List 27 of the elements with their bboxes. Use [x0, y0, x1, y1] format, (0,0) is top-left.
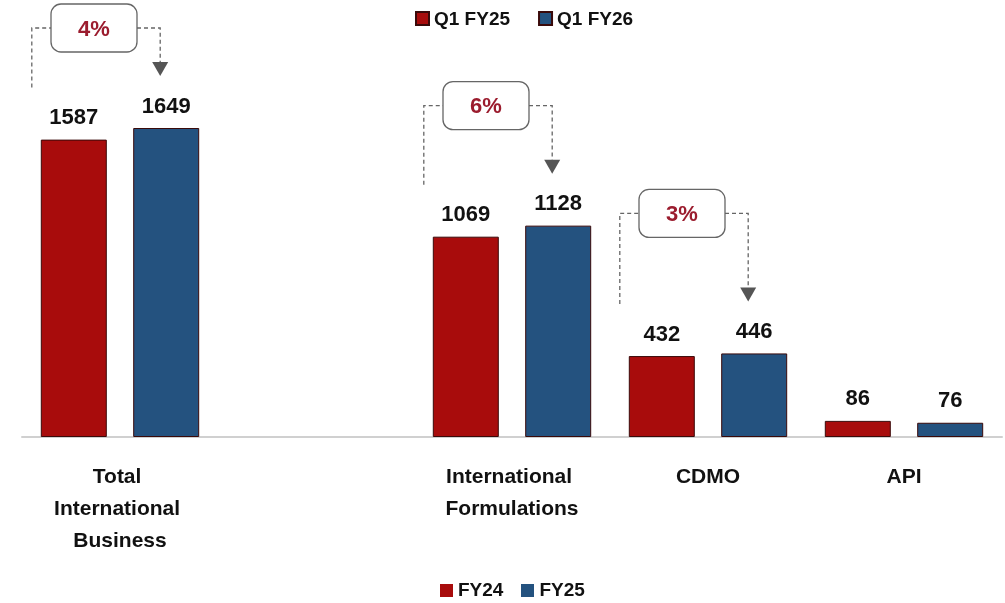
annotation: 3%: [666, 200, 698, 226]
x-tick-label: API: [886, 463, 922, 487]
bar: [824, 420, 891, 437]
x-tick-label: International Formulations: [445, 463, 579, 519]
data-label: 1587: [49, 104, 99, 130]
text: FY24: [458, 579, 504, 601]
data-label: 76: [937, 387, 963, 413]
data-label: 446: [735, 317, 773, 343]
legend-label: Q1 FY26: [557, 8, 634, 29]
data-label: 86: [845, 385, 871, 411]
text: FY25: [539, 579, 585, 601]
bar: [133, 128, 200, 437]
bar: [525, 225, 592, 437]
bar: [917, 422, 984, 437]
data-label: 432: [643, 320, 681, 346]
bar: [721, 353, 788, 437]
bar: [432, 236, 499, 437]
bar: [40, 139, 107, 437]
x-tick-label: Total International Business: [54, 463, 186, 551]
x-tick-label: CDMO: [675, 463, 741, 487]
data-label: 1128: [534, 190, 583, 216]
data-label: 1649: [141, 92, 191, 118]
bar: [628, 356, 695, 437]
text: 4%: [78, 15, 110, 41]
data-label: 1069: [441, 201, 491, 227]
legend-label: Q1 FY25: [434, 8, 511, 29]
text: 6%: [470, 93, 502, 119]
